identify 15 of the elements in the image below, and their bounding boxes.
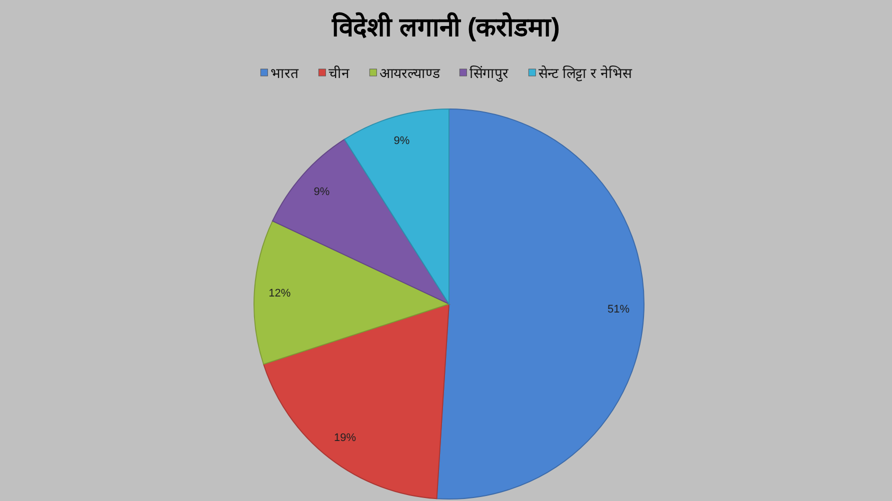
legend-label: चीन xyxy=(328,65,350,81)
pie-slice xyxy=(254,220,450,365)
legend-label: आयरल्याण्ड xyxy=(380,65,441,81)
pie-slice xyxy=(344,108,450,304)
data-label: 12% xyxy=(268,287,291,300)
chart-title: विदेशी लगानी (करोडमा) xyxy=(331,12,560,42)
pie-slice xyxy=(436,108,644,500)
data-label: 9% xyxy=(314,186,330,198)
pie-slice xyxy=(263,304,450,500)
legend-label: भारत xyxy=(270,65,300,81)
legend-label: सेन्ट लिट्टा र नेभिस xyxy=(538,65,632,82)
legend-label: सिंगापुर xyxy=(470,65,509,82)
data-label: 51% xyxy=(608,303,630,316)
data-label: 19% xyxy=(334,432,356,444)
data-label: 9% xyxy=(394,135,410,148)
